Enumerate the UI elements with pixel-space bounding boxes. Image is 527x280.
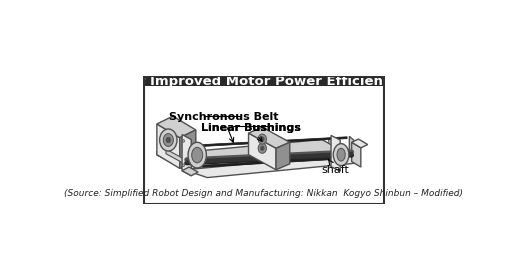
Polygon shape (352, 142, 361, 167)
Ellipse shape (333, 144, 349, 166)
Polygon shape (157, 151, 184, 170)
Polygon shape (331, 136, 340, 171)
Ellipse shape (260, 146, 264, 151)
Ellipse shape (166, 137, 171, 143)
Ellipse shape (192, 147, 203, 163)
Text: Linear Bushings: Linear Bushings (201, 123, 301, 133)
Ellipse shape (258, 143, 267, 153)
Polygon shape (182, 167, 198, 176)
Ellipse shape (182, 139, 184, 142)
Polygon shape (180, 130, 196, 168)
Polygon shape (157, 116, 196, 138)
Polygon shape (182, 134, 191, 176)
Polygon shape (157, 124, 180, 168)
Ellipse shape (260, 137, 264, 141)
Polygon shape (157, 139, 349, 170)
Ellipse shape (182, 164, 184, 167)
Ellipse shape (163, 134, 173, 146)
Ellipse shape (188, 142, 207, 168)
Polygon shape (349, 136, 358, 163)
Ellipse shape (337, 148, 345, 161)
Text: Linear Bushings: Linear Bushings (201, 123, 301, 141)
Polygon shape (166, 149, 191, 167)
Polygon shape (184, 155, 358, 178)
Text: (Source: Simplified Robot Design and Manufacturing: Nikkan  Kogyo Shinbun – Modi: (Source: Simplified Robot Design and Man… (64, 189, 463, 198)
Polygon shape (352, 139, 368, 148)
Polygon shape (249, 127, 290, 148)
Polygon shape (203, 137, 347, 146)
Polygon shape (249, 133, 276, 170)
Polygon shape (276, 142, 290, 170)
Text: Synchronous Belt: Synchronous Belt (169, 113, 278, 142)
Text: [Fig.2] A Structure Example of Improved Motor Power Efficiency and Precision Usi: [Fig.2] A Structure Example of Improved … (0, 74, 527, 88)
Polygon shape (329, 139, 354, 157)
Text: shaft: shaft (322, 160, 350, 175)
Ellipse shape (258, 134, 267, 144)
Bar (143, 76, 384, 86)
Polygon shape (203, 157, 347, 167)
Ellipse shape (160, 129, 177, 151)
